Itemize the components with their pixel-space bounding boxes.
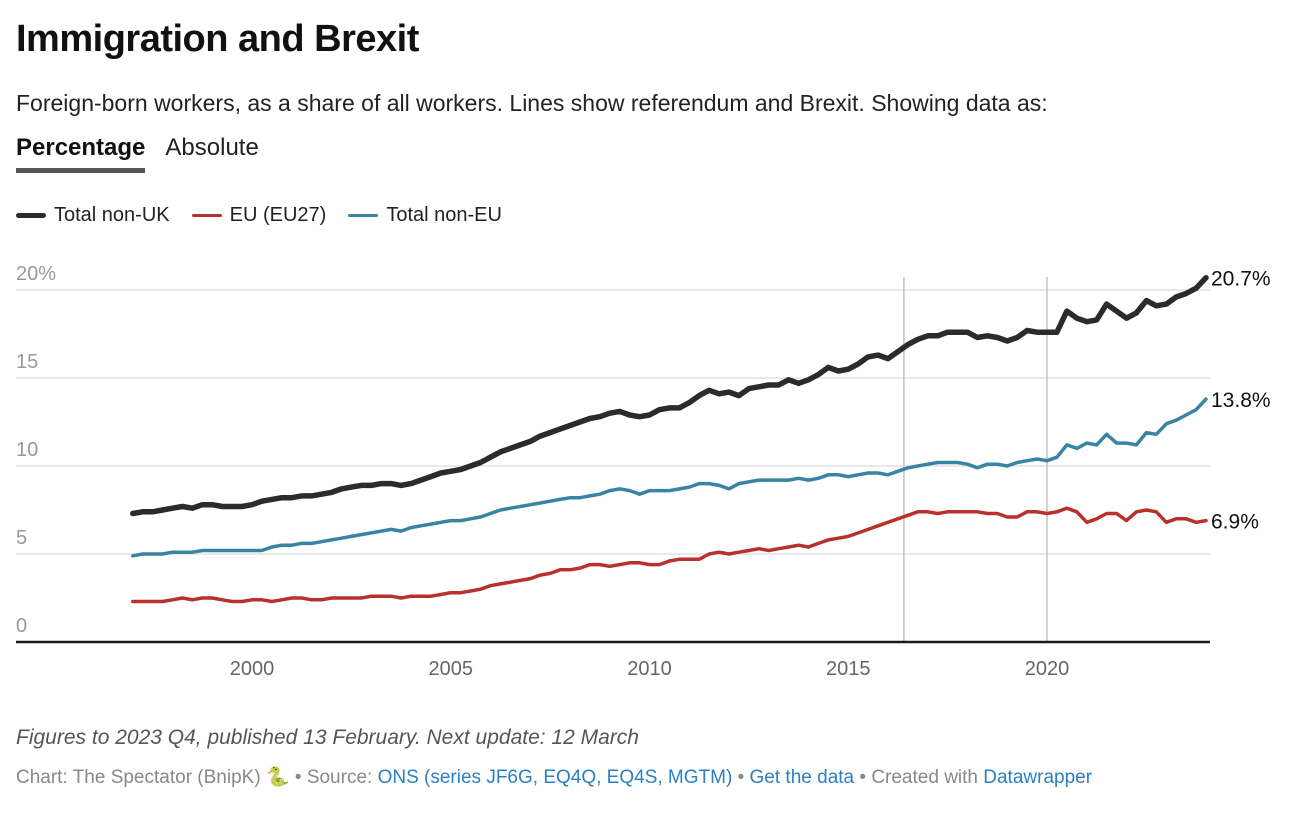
snake-icon: 🐍	[265, 767, 290, 788]
legend-swatch	[191, 214, 222, 217]
x-tick-label: 2005	[429, 658, 474, 680]
y-axis-labels: 0 5 10 15 20%	[16, 263, 56, 637]
chart-subtitle: Foreign-born workers, as a share of all …	[16, 90, 1048, 116]
legend-label: EU (EU27)	[229, 204, 327, 226]
y-tick-label: 15	[16, 351, 38, 373]
toggle-percentage[interactable]: Percentage	[16, 134, 146, 173]
series-lines	[130, 274, 1209, 604]
view-toggle: Percentage Absolute	[16, 134, 259, 173]
x-axis: 2000 2005 2010 2015 2020	[16, 640, 1210, 680]
legend-item-total-non-uk: Total non-UK	[16, 204, 170, 227]
legend: Total non-UK EU (EU27) Total non-EU	[16, 204, 502, 227]
legend-item-eu: EU (EU27)	[191, 204, 327, 227]
series-line-eu-eu27-	[131, 506, 1208, 604]
chart-title: Immigration and Brexit	[16, 18, 419, 60]
series-line-total-non-eu	[131, 397, 1208, 558]
y-tick-label: 20%	[16, 263, 56, 285]
legend-item-total-non-eu: Total non-EU	[348, 204, 502, 227]
legend-label: Total non-UK	[54, 204, 170, 226]
series-line-total-non-uk	[130, 274, 1209, 517]
end-labels: 20.7% 6.9% 13.8%	[1211, 268, 1271, 534]
end-label: 6.9%	[1211, 511, 1259, 534]
toggle-absolute[interactable]: Absolute	[165, 134, 259, 161]
created-prefix: • Created with	[854, 767, 984, 788]
y-tick-label: 0	[16, 615, 27, 637]
end-label: 20.7%	[1211, 268, 1271, 291]
line-chart: 0 5 10 15 20% 2000 2005 2010 2015 2020 20.7% 6.9%…	[16, 263, 1271, 680]
legend-swatch	[348, 214, 379, 217]
x-tick-label: 2000	[230, 658, 275, 680]
y-tick-label: 10	[16, 439, 38, 461]
x-tick-label: 2010	[627, 658, 672, 680]
chart-notes: Figures to 2023 Q4, published 13 Februar…	[16, 726, 639, 749]
y-tick-label: 5	[16, 527, 27, 549]
chart-credit: Chart: The Spectator (BnipK)	[16, 767, 261, 788]
separator: •	[732, 767, 750, 788]
legend-label: Total non-EU	[386, 204, 502, 226]
chart-footer: Chart: The Spectator (BnipK) 🐍 • Source:…	[16, 765, 1092, 789]
source-prefix: • Source:	[289, 767, 378, 788]
legend-swatch	[16, 213, 46, 218]
x-tick-label: 2015	[826, 658, 871, 680]
x-tick-label: 2020	[1025, 658, 1070, 680]
get-data-link[interactable]: Get the data	[749, 767, 855, 788]
datawrapper-link[interactable]: Datawrapper	[983, 767, 1093, 788]
source-link[interactable]: ONS (series JF6G, EQ4Q, EQ4S, MGTM)	[377, 767, 733, 788]
end-label: 13.8%	[1211, 389, 1271, 412]
